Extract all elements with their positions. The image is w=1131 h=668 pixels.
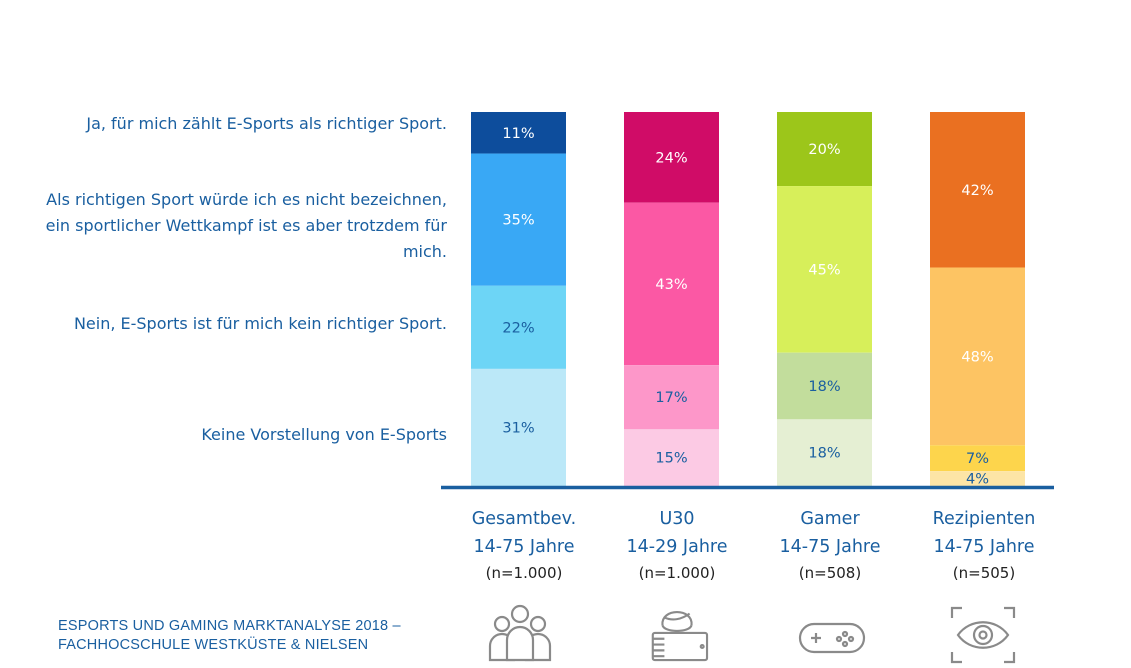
bar-value-label: 11% [502, 126, 534, 142]
bar-segment [471, 368, 566, 486]
bar-segment [624, 365, 719, 430]
group-n-rezipienten: (n=505) [952, 564, 1016, 582]
bar-value-label: 18% [808, 446, 840, 462]
group-n-gesamt: (n=1.000) [485, 564, 563, 582]
group-label-gesamt-line2: 14-75 Jahre [473, 537, 575, 557]
bar-value-label: 24% [655, 150, 687, 166]
bar-value-label: 35% [502, 213, 534, 229]
bar-value-label: 15% [655, 451, 687, 467]
group-label-rezipienten-line1: Rezipienten [932, 509, 1036, 529]
legend-label-wettkampf: Als richtigen Sport würde ich es nicht b… [45, 190, 447, 261]
legend-label-keine-vorstellung: Keine Vorstellung von E-Sports [201, 425, 447, 444]
bar-value-label: 20% [808, 142, 840, 158]
gamepad-icon [798, 622, 866, 654]
bar-value-label: 43% [655, 277, 687, 293]
bar-segment [930, 445, 1025, 472]
bar-segment [624, 429, 719, 486]
group-label-u30: U30 14-29 Jahre [602, 505, 752, 561]
bar-segment [777, 186, 872, 353]
bar-value-label: 31% [502, 420, 534, 436]
bar-segment [930, 112, 1025, 268]
group-label-gesamt-line1: Gesamtbev. [471, 509, 577, 529]
source-line2: FACHHOCSCHULE WESTKÜSTE & NIELSEN [58, 637, 369, 653]
bar-value-label: 48% [961, 349, 993, 365]
tablet-user-icon [651, 611, 709, 662]
bar-value-label: 45% [808, 262, 840, 278]
bar-segment [777, 419, 872, 486]
bar-value-label: 18% [808, 379, 840, 395]
group-label-gamer: Gamer 14-75 Jahre [755, 505, 905, 561]
bar-value-label: 22% [502, 320, 534, 336]
bar-segment [471, 285, 566, 369]
eye-icon [950, 606, 1016, 664]
legend-label-nein: Nein, E-Sports ist für mich kein richtig… [73, 314, 447, 333]
bar-segment [471, 153, 566, 286]
bar-segment [930, 471, 1025, 486]
group-label-gesamt: Gesamtbev. 14-75 Jahre [449, 505, 599, 561]
bar-segment [777, 352, 872, 420]
group-label-u30-line2: 14-29 Jahre [626, 537, 728, 557]
bar-segment [930, 267, 1025, 446]
legend-label-ja: Ja, für mich zählt E-Sports als richtige… [86, 114, 447, 133]
bar-value-label: 42% [961, 183, 993, 199]
bar-segment [624, 112, 719, 203]
group-icon [488, 604, 552, 662]
bar-value-label: 4% [966, 472, 989, 488]
group-label-u30-line1: U30 [659, 509, 695, 529]
bar-value-label: 7% [966, 451, 989, 467]
group-label-gamer-line2: 14-75 Jahre [779, 537, 881, 557]
bar-segment [624, 202, 719, 366]
group-label-gamer-line1: Gamer [800, 509, 860, 529]
group-label-rezipienten-line2: 14-75 Jahre [933, 537, 1035, 557]
source-line1: ESPORTS UND GAMING MARKTANALYSE 2018 – [58, 618, 401, 634]
group-n-u30: (n=1.000) [638, 564, 716, 582]
bar-segment [471, 112, 566, 154]
source-note: ESPORTS UND GAMING MARKTANALYSE 2018 – F… [58, 617, 401, 655]
group-label-rezipienten: Rezipienten 14-75 Jahre [909, 505, 1059, 561]
bar-value-label: 17% [655, 390, 687, 406]
group-n-gamer: (n=508) [798, 564, 862, 582]
bar-segment [777, 112, 872, 187]
